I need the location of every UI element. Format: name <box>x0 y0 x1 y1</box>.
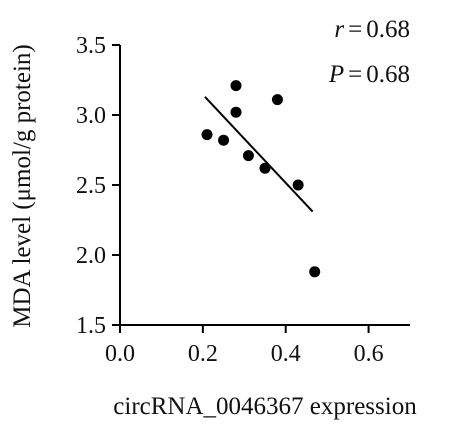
y-tick-label: 3.5 <box>76 33 106 59</box>
axes <box>112 44 410 333</box>
data-point <box>230 106 242 118</box>
data-point <box>292 179 304 191</box>
data-point <box>309 266 321 278</box>
r-annotation: r = 0.68 <box>334 16 410 43</box>
x-tick-label: 0.0 <box>105 341 135 367</box>
data-point <box>271 94 283 106</box>
x-tick-label: 0.6 <box>354 341 384 367</box>
p-annotation: P = 0.68 <box>328 61 410 88</box>
data-point <box>230 80 242 92</box>
axis-labels: 1.5 2.0 2.5 3.0 3.5 0.0 0.2 0.4 0.6 <box>76 33 384 367</box>
y-tick-label: 2.0 <box>76 243 106 269</box>
data-point <box>201 129 213 141</box>
x-tick-label: 0.4 <box>271 341 301 367</box>
x-tick-label: 0.2 <box>188 341 218 367</box>
data-point <box>242 150 254 162</box>
p-value: 0.68 <box>366 61 410 88</box>
trendline <box>204 96 314 213</box>
trendline-group <box>204 96 314 213</box>
y-tick-label: 2.5 <box>76 173 106 199</box>
r-value: 0.68 <box>366 16 410 43</box>
data-point <box>259 162 271 174</box>
y-axis-title: MDA level (μmol/g protein) <box>9 44 36 328</box>
data-point <box>218 134 230 146</box>
y-tick-label: 3.0 <box>76 103 106 129</box>
p-symbol: P <box>328 61 344 88</box>
r-symbol: r <box>334 16 344 43</box>
x-axis-title: circRNA_0046367 expression <box>113 393 417 420</box>
y-tick-label: 1.5 <box>76 313 106 339</box>
r-equals: = <box>348 16 362 43</box>
data-points <box>201 80 321 278</box>
p-equals: = <box>348 61 362 88</box>
